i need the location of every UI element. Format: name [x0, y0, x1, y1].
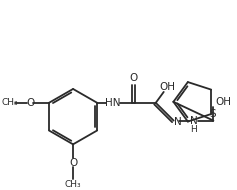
- Text: OH: OH: [160, 82, 176, 92]
- Text: H: H: [190, 125, 197, 134]
- Text: O: O: [26, 98, 34, 108]
- Text: OH: OH: [215, 97, 231, 107]
- Text: N: N: [174, 117, 182, 127]
- Text: O: O: [69, 158, 77, 168]
- Text: HN: HN: [105, 98, 121, 108]
- Text: CH₃: CH₃: [65, 180, 81, 189]
- Text: S: S: [210, 109, 216, 119]
- Text: CH₃: CH₃: [2, 98, 18, 107]
- Text: O: O: [130, 73, 138, 83]
- Text: N: N: [190, 116, 197, 126]
